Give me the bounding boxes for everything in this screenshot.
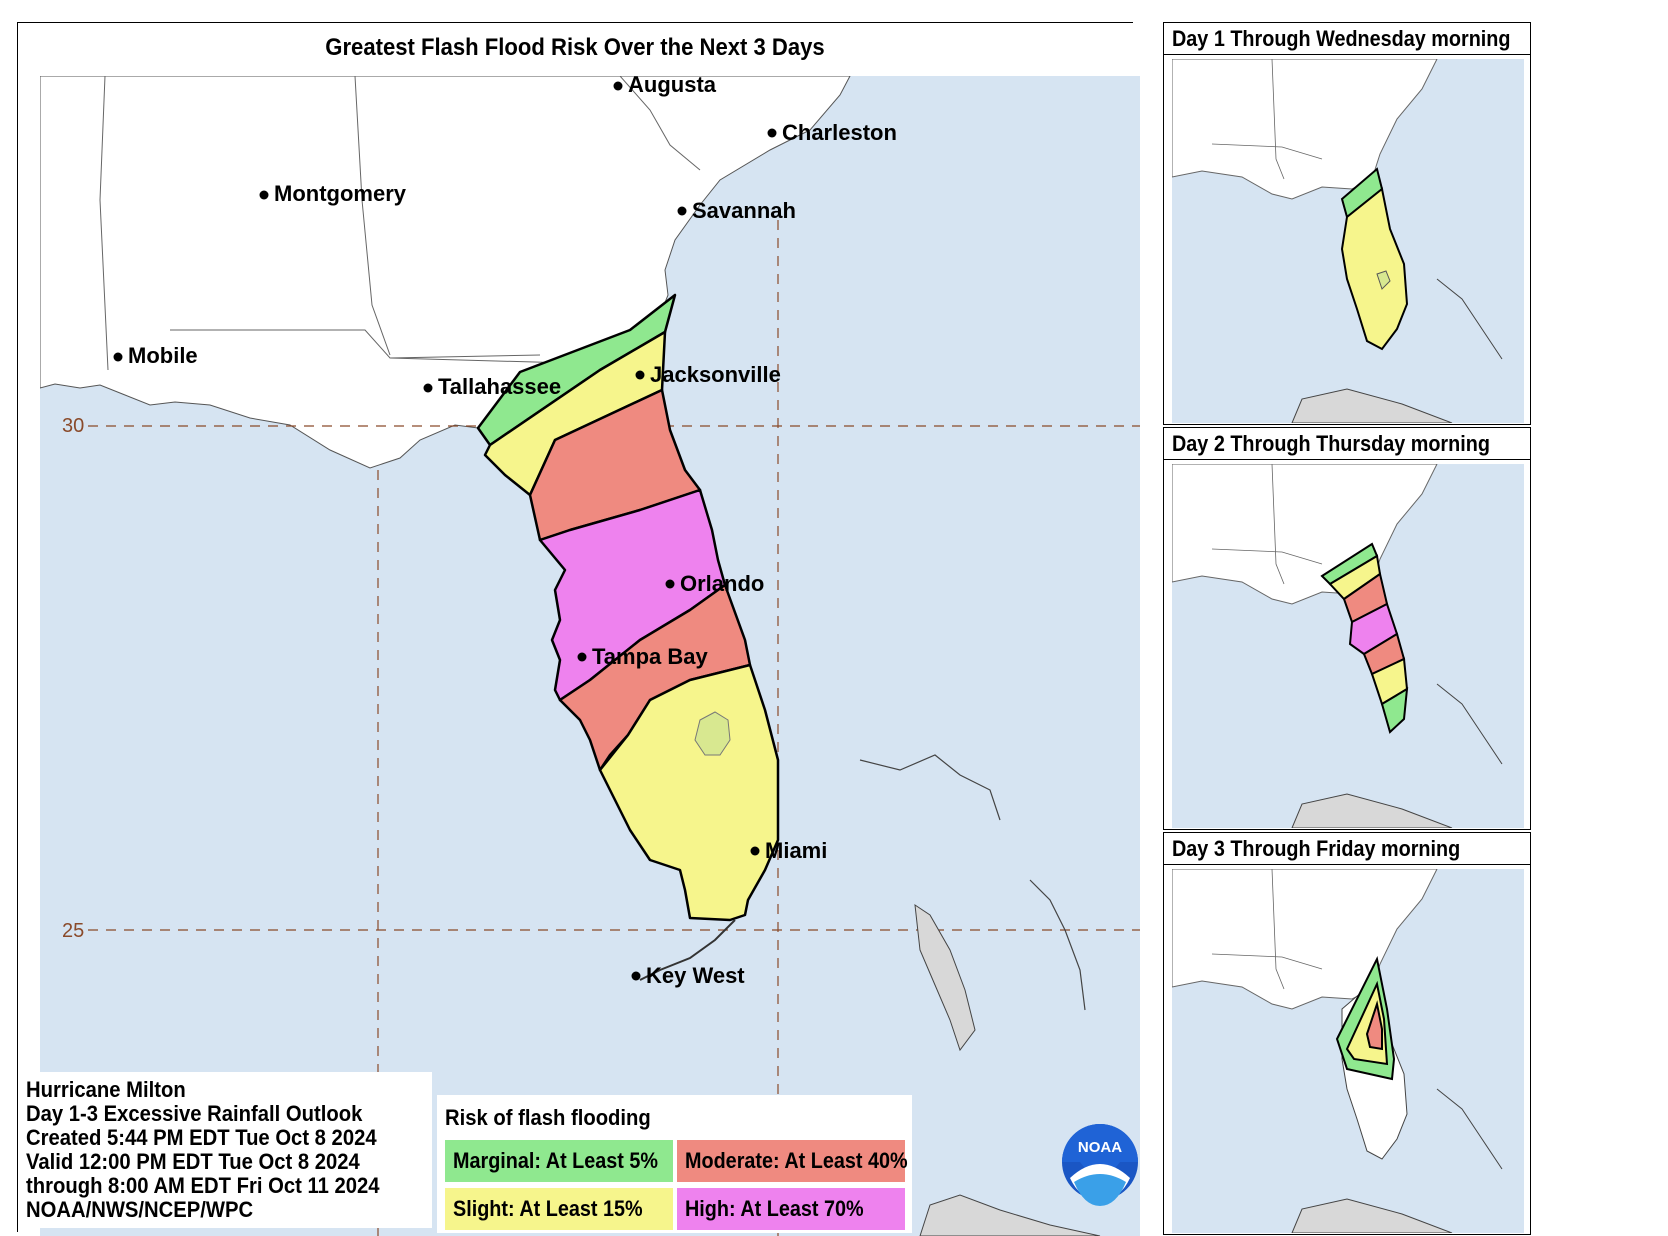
legend-title: Risk of flash flooding xyxy=(445,1105,651,1130)
day1-panel: Day 1 Through Wednesday morning xyxy=(1163,22,1531,425)
slight-south-area xyxy=(598,663,780,922)
city-tallahassee: Tallahassee xyxy=(438,374,561,399)
day3-map xyxy=(1172,869,1524,1233)
city-tampa-bay: Tampa Bay xyxy=(592,644,709,669)
bahamas xyxy=(914,903,976,1052)
map-frame xyxy=(17,22,1133,1232)
noaa-logo-text: NOAA xyxy=(1078,1139,1122,1156)
legend-slight: Slight: At Least 15% xyxy=(445,1188,673,1230)
city-key-west: Key West xyxy=(646,963,745,988)
florida-risk-areas xyxy=(476,293,780,922)
florida-keys xyxy=(639,919,736,981)
city-savannah: Savannah xyxy=(692,198,796,223)
day2-title: Day 2 Through Thursday morning xyxy=(1164,428,1530,460)
legend-moderate: Moderate: At Least 40% xyxy=(677,1140,908,1182)
lat-30-label: 30 xyxy=(62,415,84,437)
legend-high: High: At Least 70% xyxy=(677,1188,905,1230)
risk-legend: Risk of flash flooding Marginal: At Leas… xyxy=(437,1095,912,1233)
city-charleston: Charleston xyxy=(782,120,897,145)
city-augusta: Augusta xyxy=(628,76,717,97)
bahamas-2 xyxy=(859,754,1001,821)
legend-marginal: Marginal: At Least 5% xyxy=(445,1140,673,1182)
bahamas-3 xyxy=(1029,879,1086,1011)
city-mobile: Mobile xyxy=(128,343,198,368)
info-valid-end: through 8:00 AM EDT Fri Oct 11 2024 xyxy=(26,1173,380,1198)
lat-25-label: 25 xyxy=(62,920,84,942)
info-storm-name: Hurricane Milton xyxy=(26,1077,186,1102)
city-jacksonville: Jacksonville xyxy=(650,362,781,387)
lake-okeechobee xyxy=(694,711,731,756)
us-land xyxy=(40,76,851,469)
noaa-logo: NOAA xyxy=(1062,1124,1138,1206)
outlook-info: Hurricane Milton Day 1-3 Excessive Rainf… xyxy=(22,1072,432,1228)
city-markers xyxy=(113,81,777,981)
day1-title: Day 1 Through Wednesday morning xyxy=(1164,23,1530,55)
day2-panel: Day 2 Through Thursday morning xyxy=(1163,427,1531,830)
info-created: Created 5:44 PM EDT Tue Oct 8 2024 xyxy=(26,1125,377,1150)
main-map: 30 25 Augusta Charleston Montgomery Sava… xyxy=(40,76,1140,1236)
day1-map xyxy=(1172,59,1524,423)
city-orlando: Orlando xyxy=(680,571,764,596)
day3-title: Day 3 Through Friday morning xyxy=(1164,833,1530,865)
info-product: Day 1-3 Excessive Rainfall Outlook xyxy=(26,1101,363,1126)
info-source: NOAA/NWS/NCEP/WPC xyxy=(26,1197,254,1222)
page-title: Greatest Flash Flood Risk Over the Next … xyxy=(325,34,825,61)
cuba-coast xyxy=(919,1194,1101,1236)
day3-panel: Day 3 Through Friday morning xyxy=(1163,832,1531,1235)
city-montgomery: Montgomery xyxy=(274,181,407,206)
day2-map xyxy=(1172,464,1524,828)
city-miami: Miami xyxy=(765,838,827,863)
info-valid-start: Valid 12:00 PM EDT Tue Oct 8 2024 xyxy=(26,1149,360,1174)
